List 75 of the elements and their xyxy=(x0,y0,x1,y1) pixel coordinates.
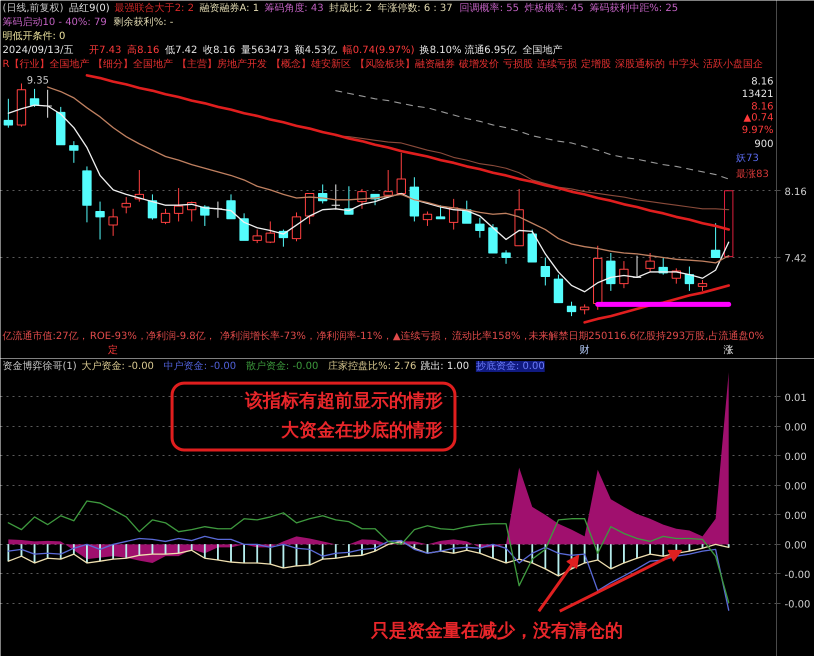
annotation: 筹码启动10 - 40%: 79 xyxy=(2,16,107,28)
chart-title: 资金博弈徐哥(1) xyxy=(2,360,77,372)
annotation: 量563473 xyxy=(241,45,290,56)
text: 13421 xyxy=(742,89,774,100)
annotation: 品红9(0) xyxy=(69,2,110,14)
annotation: 高8.16 xyxy=(127,44,160,56)
annotation: 融资融券A: 1 xyxy=(200,2,260,14)
annotation: 定增股 xyxy=(581,58,612,70)
annotation: ROE-93%， xyxy=(90,331,147,342)
annotation: 【风险板块】融资融券 xyxy=(355,58,456,70)
annotation: 筹码获利中距%: 25 xyxy=(589,2,678,14)
annotation: 财 xyxy=(580,344,590,356)
y-tick-label: 0.00 xyxy=(784,540,807,552)
annotation: 收8.16 xyxy=(203,45,236,56)
annotation: 回调概率: 55 xyxy=(460,2,519,14)
y-tick-label: 0.01 xyxy=(784,392,807,404)
annotation: 活跃小盘国企 xyxy=(703,58,764,70)
annotation: 流通6.95亿 xyxy=(464,44,517,56)
annotation: 中户资金: -0.00 xyxy=(164,360,236,372)
annotation: 明低开条件: 0 xyxy=(2,30,66,42)
y-tick-label: 0.00 xyxy=(784,452,807,463)
text: ▲0.74 xyxy=(744,112,774,124)
annotation: 【主营】房地产开发 xyxy=(177,58,268,70)
annotation: R【行业】全国地产 xyxy=(2,58,90,70)
annotation: 额4.53亿 xyxy=(294,44,337,56)
y-tick-label: 0.00 xyxy=(784,422,807,434)
annotation: 只是资金量在减少，没有清仓的 xyxy=(370,620,624,642)
annotation: 散户资金: -0.00 xyxy=(246,360,318,372)
y-tick-label: 7.42 xyxy=(784,254,807,265)
y-tick-label: 0.00 xyxy=(784,510,807,522)
annotation: 2024/09/13/五 xyxy=(2,45,74,56)
text: 9.97% xyxy=(742,125,774,136)
annotation: 最强联合大于2: 2 xyxy=(114,2,194,14)
text: 妖73 xyxy=(736,153,759,164)
annotation: 全国地产 xyxy=(522,44,562,56)
annotation: 破增发价 xyxy=(458,58,500,70)
annotation: 涨 xyxy=(724,344,734,356)
annotation: 筹码角度: 43 xyxy=(264,2,324,14)
y-tick-label: 8.16 xyxy=(784,186,807,198)
annotation: 深股通标的 xyxy=(615,58,666,70)
annotation: 跳出: 1.00 xyxy=(420,360,470,372)
annotation: 低7.42 xyxy=(165,45,198,56)
chart-title: (日线,前复权) xyxy=(2,2,64,14)
annotation: 亿流通市值:27亿， xyxy=(2,330,89,342)
annotation: 【细分】全国地产 xyxy=(93,58,174,70)
annotation: 中字头 xyxy=(669,58,700,70)
text: 900 xyxy=(754,139,774,150)
annotation: 封成比: 2 xyxy=(329,2,372,14)
annotation: 连续亏损 xyxy=(537,58,578,70)
text: 8.16 xyxy=(751,102,774,112)
y-tick-label: 0.00 xyxy=(784,481,807,492)
annotation: 幅0.74(9.97%) xyxy=(342,44,415,56)
annotation: 9.35 xyxy=(26,75,49,86)
annotation: 年涨停数: 6 : 37 xyxy=(377,2,453,14)
y-tick-label: -0.00 xyxy=(784,599,810,610)
annotation: 庄家控盘比%: 2.76 xyxy=(328,360,416,372)
annotation: 大资金在抄底的情形 xyxy=(280,420,444,441)
annotation: 定 xyxy=(108,344,118,356)
annotation: 剩余获利%: - xyxy=(114,16,174,28)
annotation: 抄底资金: 0.00 xyxy=(476,360,545,372)
annotation: 炸板概率: 45 xyxy=(524,2,584,14)
annotation: 大户资金: -0.00 xyxy=(82,360,154,372)
annotation: 换8.10% xyxy=(420,44,462,56)
annotation: 开7.43 xyxy=(89,45,122,56)
annotation: 净利润增长率-73%， xyxy=(220,330,316,342)
annotation: 该指标有超前显示的情形 xyxy=(244,390,444,412)
text: 最涨83 xyxy=(736,168,769,180)
text: 8.16 xyxy=(751,76,774,88)
annotation: 净利润-9.8亿， xyxy=(146,330,216,342)
y-tick-label: -0.00 xyxy=(784,570,810,581)
annotation: 亏损股 xyxy=(503,58,534,70)
annotation: 净利润率-11%， xyxy=(316,330,392,342)
annotation: ▲连续亏损， xyxy=(392,330,451,342)
annotation: 【概念】雄安新区 xyxy=(271,58,352,70)
annotation: 未来解禁日期250116.6亿股持293万股,占流通盘0% xyxy=(528,330,764,342)
